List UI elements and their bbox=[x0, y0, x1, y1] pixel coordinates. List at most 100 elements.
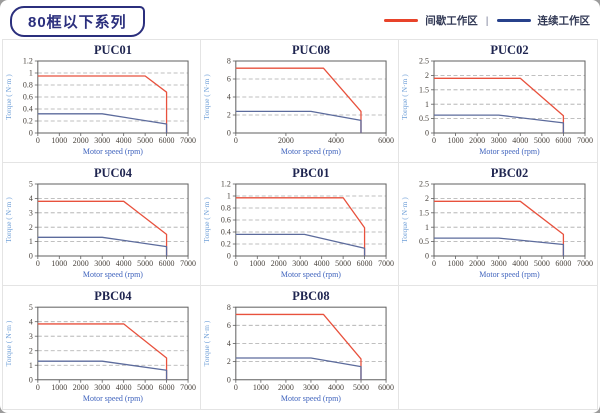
x-tick-label: 4000 bbox=[512, 136, 528, 145]
y-tick-label: 3 bbox=[29, 332, 33, 341]
series-line-continuous bbox=[37, 113, 168, 133]
legend-label-continuous: 连续工作区 bbox=[537, 15, 591, 27]
x-tick-label: 7000 bbox=[180, 383, 196, 392]
y-axis-label: Torque ( N·m ) bbox=[202, 197, 211, 243]
legend: 间歇工作区 | 连续工作区 bbox=[384, 13, 590, 28]
x-tick-label: 7000 bbox=[577, 136, 593, 145]
y-tick-label: 5 bbox=[29, 303, 33, 312]
chart-cell-PBC02: 0 1000 2000 3000 4000 5000 6000 7000 0 0.5 1 1.5 2 2.… bbox=[399, 163, 597, 286]
x-tick-label: 6000 bbox=[555, 136, 571, 145]
y-tick-label: 0 bbox=[29, 129, 33, 138]
series-line-continuous bbox=[434, 114, 565, 133]
series-line-continuous bbox=[37, 236, 168, 256]
y-tick-label: 1 bbox=[227, 192, 231, 201]
series-line-intermittent bbox=[235, 67, 362, 133]
x-tick-label: 5000 bbox=[137, 259, 153, 268]
x-tick-label: 7000 bbox=[378, 259, 394, 268]
x-tick-label: 0 bbox=[36, 136, 40, 145]
x-tick-label: 7000 bbox=[577, 259, 593, 268]
x-tick-label: 6000 bbox=[159, 136, 175, 145]
x-tick-label: 2000 bbox=[469, 259, 485, 268]
x-tick-label: 4000 bbox=[116, 259, 132, 268]
empty-cell bbox=[399, 286, 597, 409]
y-tick-label: 2 bbox=[425, 194, 429, 203]
x-tick-label: 6000 bbox=[357, 259, 373, 268]
legend-item-intermittent: 间歇工作区 bbox=[384, 13, 478, 28]
y-tick-label: 0 bbox=[425, 252, 429, 261]
x-axis-label: Motor speed (rpm) bbox=[281, 270, 341, 279]
y-tick-label: 0 bbox=[227, 129, 231, 138]
x-tick-label: 3000 bbox=[94, 383, 110, 392]
chart-cell-PUC04: 0 1000 2000 3000 4000 5000 6000 7000 0 1 2 3 4 5 PUC04… bbox=[3, 163, 201, 286]
x-tick-label: 5000 bbox=[335, 259, 351, 268]
chart-PUC02: 0 1000 2000 3000 4000 5000 6000 7000 0 0.5 1 1.5 2 2.… bbox=[400, 43, 593, 156]
y-tick-label: 0.5 bbox=[419, 114, 429, 123]
y-tick-label: 4 bbox=[227, 339, 231, 348]
y-axis-label: Torque ( N·m ) bbox=[202, 74, 211, 120]
chart-grid: 0 1000 2000 3000 4000 5000 6000 7000 0 0.2 0.4 0.6 0… bbox=[2, 39, 598, 410]
axes-box bbox=[37, 306, 189, 381]
y-tick-label: 0 bbox=[227, 252, 231, 261]
y-tick-label: 0 bbox=[29, 375, 33, 384]
x-tick-label: 5000 bbox=[534, 136, 550, 145]
y-tick-label: 2 bbox=[227, 111, 231, 120]
y-tick-label: 0 bbox=[29, 252, 33, 261]
y-tick-label: 1 bbox=[29, 237, 33, 246]
x-tick-label: 3000 bbox=[491, 136, 507, 145]
chart-PBC01: 0 1000 2000 3000 4000 5000 6000 7000 0 0.2 0.4 0.6 0… bbox=[202, 166, 394, 279]
x-tick-label: 1000 bbox=[249, 259, 265, 268]
y-axis-label: Torque ( N·m ) bbox=[400, 197, 409, 243]
y-tick-label: 2 bbox=[29, 223, 33, 232]
x-tick-label: 6000 bbox=[378, 136, 394, 145]
x-tick-label: 1000 bbox=[51, 259, 67, 268]
y-tick-label: 1.2 bbox=[23, 57, 33, 66]
chart-PBC04: 0 1000 2000 3000 4000 5000 6000 7000 0 1 2 3 4 5 PBC04… bbox=[4, 289, 196, 403]
chart-title: PBC08 bbox=[292, 289, 329, 303]
page-title-badge: 80框以下系列 bbox=[10, 6, 145, 37]
chart-cell-PUC02: 0 1000 2000 3000 4000 5000 6000 7000 0 0.5 1 1.5 2 2.… bbox=[399, 40, 597, 163]
x-tick-label: 4000 bbox=[512, 259, 528, 268]
y-tick-label: 2.5 bbox=[419, 180, 429, 189]
y-tick-label: 0.8 bbox=[23, 81, 33, 90]
y-tick-label: 2 bbox=[425, 71, 429, 80]
y-tick-label: 1 bbox=[29, 361, 33, 370]
legend-label-intermittent: 间歇工作区 bbox=[425, 15, 478, 27]
series-line-continuous bbox=[235, 357, 362, 380]
x-tick-label: 6000 bbox=[378, 383, 394, 392]
y-tick-label: 0.6 bbox=[221, 216, 231, 225]
y-axis-label: Torque ( N·m ) bbox=[4, 74, 13, 120]
y-tick-label: 2 bbox=[29, 346, 33, 355]
chart-PUC01: 0 1000 2000 3000 4000 5000 6000 7000 0 0.2 0.4 0.6 0… bbox=[4, 43, 196, 156]
x-tick-label: 1000 bbox=[253, 383, 269, 392]
series-line-intermittent bbox=[434, 200, 565, 256]
x-tick-label: 4000 bbox=[116, 383, 132, 392]
x-tick-label: 4000 bbox=[314, 259, 330, 268]
series-line-continuous bbox=[434, 237, 565, 256]
y-tick-label: 0.5 bbox=[419, 237, 429, 246]
x-tick-label: 6000 bbox=[555, 259, 571, 268]
y-tick-label: 0.6 bbox=[23, 93, 33, 102]
chart-title: PUC08 bbox=[292, 43, 330, 57]
y-tick-label: 0.4 bbox=[23, 105, 33, 114]
series-line-continuous bbox=[235, 233, 366, 256]
x-tick-label: 5000 bbox=[353, 383, 369, 392]
chart-title: PUC01 bbox=[94, 43, 132, 57]
series-line-continuous bbox=[37, 360, 168, 380]
y-tick-label: 0.8 bbox=[221, 204, 231, 213]
x-axis-label: Motor speed (rpm) bbox=[479, 270, 540, 279]
chart-cell-PBC01: 0 1000 2000 3000 4000 5000 6000 7000 0 0.2 0.4 0.6 0… bbox=[201, 163, 399, 286]
chart-PUC08: 0 2000 4000 6000 0 2 4 6 8 PUC08 Motor speed (rpm)… bbox=[202, 43, 394, 156]
x-tick-label: 6000 bbox=[159, 259, 175, 268]
chart-title: PBC02 bbox=[491, 166, 529, 180]
y-axis-label: Torque ( N·m ) bbox=[4, 320, 13, 366]
x-tick-label: 0 bbox=[234, 136, 238, 145]
y-tick-label: 1 bbox=[29, 69, 33, 78]
x-tick-label: 3000 bbox=[491, 259, 507, 268]
x-tick-label: 2000 bbox=[278, 136, 294, 145]
series-line-intermittent bbox=[37, 200, 168, 256]
x-tick-label: 1000 bbox=[51, 136, 67, 145]
x-axis-label: Motor speed (rpm) bbox=[281, 394, 341, 403]
x-tick-label: 4000 bbox=[328, 136, 344, 145]
x-tick-label: 0 bbox=[432, 136, 436, 145]
